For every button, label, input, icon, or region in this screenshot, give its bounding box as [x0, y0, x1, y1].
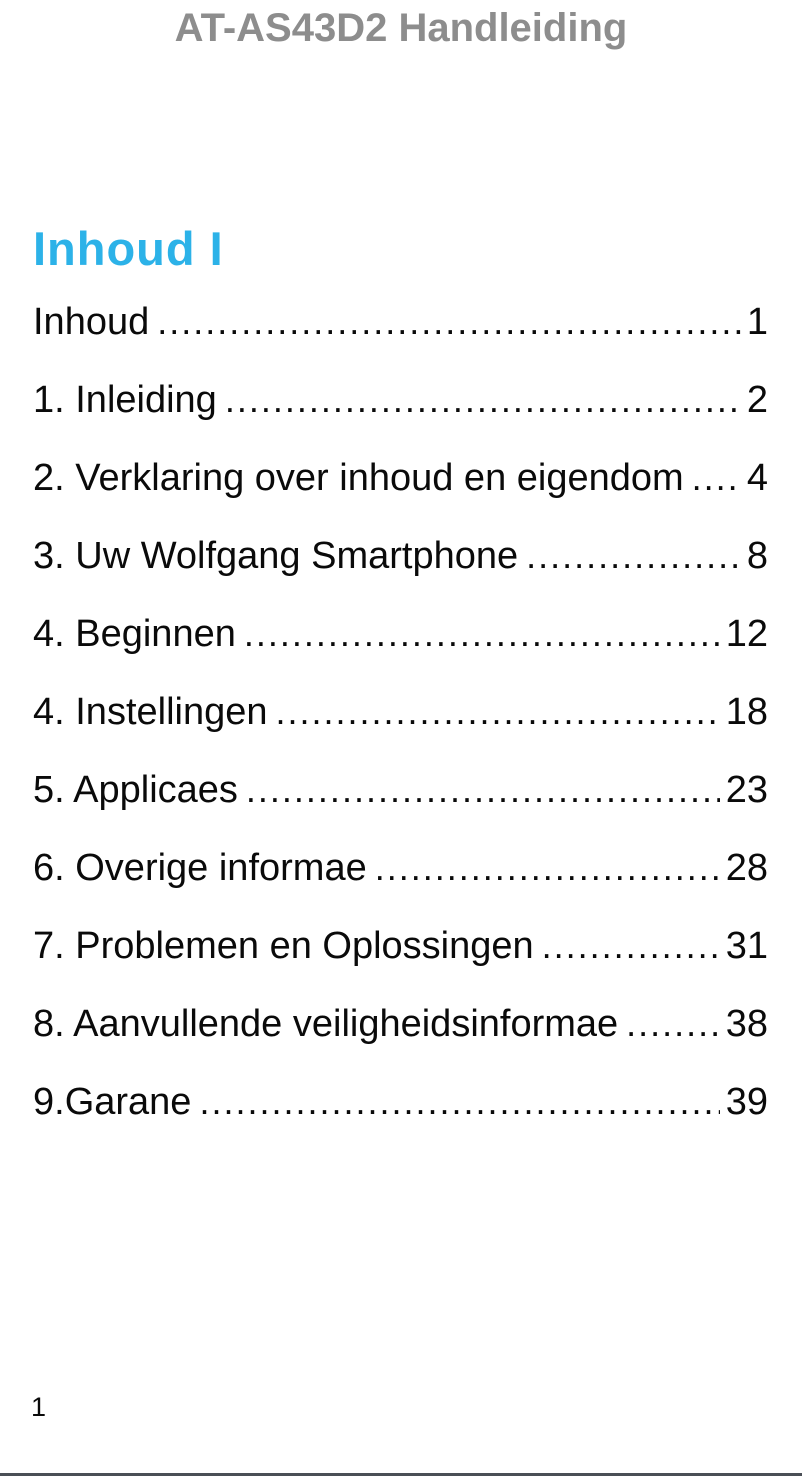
toc-dot-leader	[375, 848, 720, 888]
toc-entry[interactable]: 7. Problemen en Oplossingen 31	[33, 926, 768, 1004]
toc-entry-label: 4. Instellingen	[33, 691, 268, 733]
toc-entry[interactable]: 3. Uw Wolfgang Smartphone 8	[33, 536, 768, 614]
toc-entry-label: 6. Overige informae	[33, 847, 367, 889]
toc-entry[interactable]: 5. Applicaes 23	[33, 770, 768, 848]
toc-dot-leader	[246, 770, 720, 810]
toc-entry-page: 18	[725, 691, 768, 733]
toc-entry-label: 7. Problemen en Oplossingen	[33, 925, 534, 967]
toc-entry-page: 8	[746, 535, 768, 577]
toc-entry[interactable]: 4. Instellingen 18	[33, 692, 768, 770]
toc-entry-label: 1. Inleiding	[33, 379, 217, 421]
toc-entry[interactable]: 1. Inleiding 2	[33, 380, 768, 458]
toc-list: Inhoud 1 1. Inleiding 2 2. Verklaring ov…	[33, 302, 768, 1160]
toc-entry[interactable]: Inhoud 1	[33, 302, 768, 380]
toc-dot-leader	[225, 380, 741, 420]
toc-dot-leader	[526, 536, 741, 576]
toc-entry-page: 12	[725, 613, 768, 655]
bottom-divider	[0, 1473, 802, 1476]
toc-entry-page: 28	[725, 847, 768, 889]
toc-entry-label: 3. Uw Wolfgang Smartphone	[33, 535, 519, 577]
toc-entry[interactable]: 9.Garane 39	[33, 1082, 768, 1160]
toc-entry[interactable]: 6. Overige informae 28	[33, 848, 768, 926]
toc-entry[interactable]: 8. Aanvullende veiligheidsinformae 38	[33, 1004, 768, 1082]
footer-page-number: 1	[31, 1392, 47, 1422]
toc-entry-page: 4	[746, 457, 768, 499]
toc-dot-leader	[157, 302, 741, 342]
toc-dot-leader	[199, 1082, 719, 1122]
section-heading-inhoud: Inhoud I	[33, 222, 224, 275]
content-area: Inhoud I Inhoud 1 1. Inleiding 2 2. Verk…	[0, 224, 802, 1160]
toc-entry[interactable]: 4. Beginnen 12	[33, 614, 768, 692]
toc-dot-leader	[542, 926, 720, 966]
toc-entry-page: 23	[725, 769, 768, 811]
toc-entry-label: 4. Beginnen	[33, 613, 236, 655]
toc-entry-label: Inhoud	[33, 301, 150, 343]
toc-entry-label: 8. Aanvullende veiligheidsinformae	[33, 1003, 619, 1045]
toc-dot-leader	[692, 458, 741, 498]
toc-dot-leader	[244, 614, 720, 654]
toc-entry[interactable]: 2. Verklaring over inhoud en eigendom 4	[33, 458, 768, 536]
toc-entry-page: 31	[725, 925, 768, 967]
toc-entry-page: 1	[746, 301, 768, 343]
toc-entry-page: 39	[725, 1081, 768, 1123]
toc-dot-leader	[626, 1004, 720, 1044]
toc-entry-label: 9.Garane	[33, 1081, 192, 1123]
document-title: AT-AS43D2 Handleiding	[174, 6, 628, 50]
toc-dot-leader	[276, 692, 720, 732]
toc-entry-label: 2. Verklaring over inhoud en eigendom	[33, 457, 684, 499]
toc-entry-page: 38	[725, 1003, 768, 1045]
toc-entry-page: 2	[746, 379, 768, 421]
toc-entry-label: 5. Applicaes	[33, 769, 238, 811]
